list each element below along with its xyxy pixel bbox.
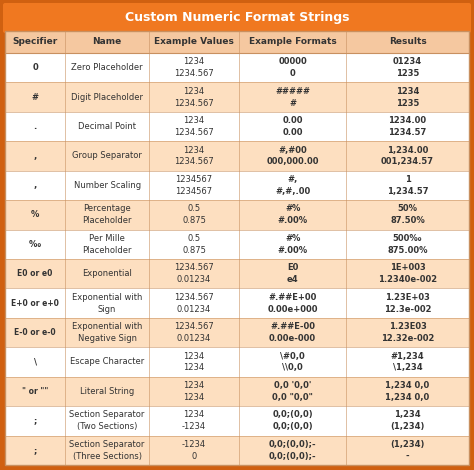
Text: ‰: ‰ <box>29 240 41 249</box>
Text: 1234.00
1234.57: 1234.00 1234.57 <box>388 116 427 137</box>
Text: 0.00
0.00: 0.00 0.00 <box>283 116 303 137</box>
Text: 1234
1235: 1234 1235 <box>396 87 419 108</box>
Text: #1,234
\1,234: #1,234 \1,234 <box>391 352 424 372</box>
Text: #,#00
000,000.00: #,#00 000,000.00 <box>266 146 319 166</box>
Text: 1,234.00
001,234.57: 1,234.00 001,234.57 <box>381 146 434 166</box>
Text: \: \ <box>34 358 36 367</box>
Text: Digit Placeholder: Digit Placeholder <box>71 93 143 102</box>
Text: Percentage
Placeholder: Percentage Placeholder <box>82 204 132 225</box>
FancyBboxPatch shape <box>3 3 471 33</box>
Text: Number Scaling: Number Scaling <box>73 181 141 190</box>
Bar <box>5 377 469 406</box>
Text: E0 or e0: E0 or e0 <box>18 269 53 278</box>
Bar <box>5 141 469 171</box>
Text: #####
#: ##### # <box>275 87 310 108</box>
Text: Example Values: Example Values <box>154 38 234 47</box>
Bar <box>5 31 469 53</box>
Text: 00000
0: 00000 0 <box>278 57 307 78</box>
Bar <box>5 436 469 465</box>
Text: 1234
-1234: 1234 -1234 <box>182 410 206 431</box>
Text: Example Formats: Example Formats <box>249 38 337 47</box>
Bar <box>5 406 469 436</box>
Text: E+0 or e+0: E+0 or e+0 <box>11 298 59 308</box>
Text: E0
e4: E0 e4 <box>287 263 299 284</box>
Text: ;: ; <box>34 416 37 425</box>
Text: 1234.567
0.01234: 1234.567 0.01234 <box>174 322 214 343</box>
Text: (1,234)
-: (1,234) - <box>390 440 425 461</box>
Bar <box>5 347 469 377</box>
Text: 1234
1234.567: 1234 1234.567 <box>174 116 214 137</box>
Text: 1.23E03
12.32e-002: 1.23E03 12.32e-002 <box>381 322 434 343</box>
Text: 1,234
(1,234): 1,234 (1,234) <box>390 410 425 431</box>
Text: Exponential with
Sign: Exponential with Sign <box>72 293 142 313</box>
Text: Exponential: Exponential <box>82 269 132 278</box>
Bar <box>5 53 469 82</box>
Bar <box>5 318 469 347</box>
Text: 1234.567
0.01234: 1234.567 0.01234 <box>174 263 214 284</box>
Text: #%
#.00%: #% #.00% <box>278 204 308 225</box>
Text: 1E+003
1.2340e-002: 1E+003 1.2340e-002 <box>378 263 437 284</box>
Text: 1234
1234: 1234 1234 <box>183 352 205 372</box>
Text: ,: , <box>34 181 37 190</box>
Text: 0: 0 <box>32 63 38 72</box>
Text: Specifier: Specifier <box>12 38 58 47</box>
Text: Name: Name <box>92 38 122 47</box>
Text: 0,0;(0,0)
0,0;(0,0): 0,0;(0,0) 0,0;(0,0) <box>273 410 313 431</box>
Text: ,: , <box>34 151 37 160</box>
Text: 500‰
875.00%: 500‰ 875.00% <box>387 234 428 255</box>
Text: 0,0;(0,0);-
0,0;(0,0);-: 0,0;(0,0);- 0,0;(0,0);- <box>269 440 317 461</box>
Bar <box>5 82 469 112</box>
Text: 1.23E+03
12.3e-002: 1.23E+03 12.3e-002 <box>384 293 431 313</box>
Text: Escape Character: Escape Character <box>70 358 144 367</box>
Text: Per Mille
Placeholder: Per Mille Placeholder <box>82 234 132 255</box>
Text: 50%
87.50%: 50% 87.50% <box>390 204 425 225</box>
Text: Custom Numeric Format Strings: Custom Numeric Format Strings <box>125 11 349 24</box>
Text: Section Separator
(Three Sections): Section Separator (Three Sections) <box>69 440 145 461</box>
Text: #%
#.00%: #% #.00% <box>278 234 308 255</box>
Text: #.##E+00
0.00e+000: #.##E+00 0.00e+000 <box>267 293 318 313</box>
Text: 01234
1235: 01234 1235 <box>393 57 422 78</box>
Text: ;: ; <box>34 446 37 455</box>
Text: #: # <box>32 93 39 102</box>
Text: 1234
1234.567: 1234 1234.567 <box>174 57 214 78</box>
Text: 0.5
0.875: 0.5 0.875 <box>182 204 206 225</box>
Text: 1234.567
0.01234: 1234.567 0.01234 <box>174 293 214 313</box>
Text: 1234
1234.567: 1234 1234.567 <box>174 87 214 108</box>
Text: 0,0 '0,0'
0,0 "0,0": 0,0 '0,0' 0,0 "0,0" <box>272 381 313 402</box>
Text: .: . <box>34 122 37 131</box>
Text: " or "": " or "" <box>22 387 48 396</box>
Text: %: % <box>31 211 39 219</box>
Bar <box>5 112 469 141</box>
Text: 1
1,234.57: 1 1,234.57 <box>387 175 428 196</box>
Text: Group Separator: Group Separator <box>72 151 142 160</box>
Bar <box>5 259 469 289</box>
Text: Exponential with
Negative Sign: Exponential with Negative Sign <box>72 322 142 343</box>
Text: \#0,0
\\0,0: \#0,0 \\0,0 <box>280 352 305 372</box>
Text: #,
#,#,.00: #, #,#,.00 <box>275 175 310 196</box>
Text: Results: Results <box>389 38 427 47</box>
Text: Literal String: Literal String <box>80 387 134 396</box>
Bar <box>5 200 469 229</box>
Text: Zero Placeholder: Zero Placeholder <box>71 63 143 72</box>
Text: 0.5
0.875: 0.5 0.875 <box>182 234 206 255</box>
Text: #.##E-00
0.00e-000: #.##E-00 0.00e-000 <box>269 322 316 343</box>
Text: 1234
1234.567: 1234 1234.567 <box>174 146 214 166</box>
Bar <box>5 289 469 318</box>
Text: Section Separator
(Two Sections): Section Separator (Two Sections) <box>69 410 145 431</box>
Text: 1,234 0,0
1,234 0,0: 1,234 0,0 1,234 0,0 <box>385 381 429 402</box>
Text: 1234567
1234567: 1234567 1234567 <box>175 175 213 196</box>
Text: E-0 or e-0: E-0 or e-0 <box>14 328 56 337</box>
Bar <box>5 171 469 200</box>
Bar <box>5 229 469 259</box>
Text: -1234
0: -1234 0 <box>182 440 206 461</box>
Text: 1234
1234: 1234 1234 <box>183 381 205 402</box>
Text: Decimal Point: Decimal Point <box>78 122 136 131</box>
